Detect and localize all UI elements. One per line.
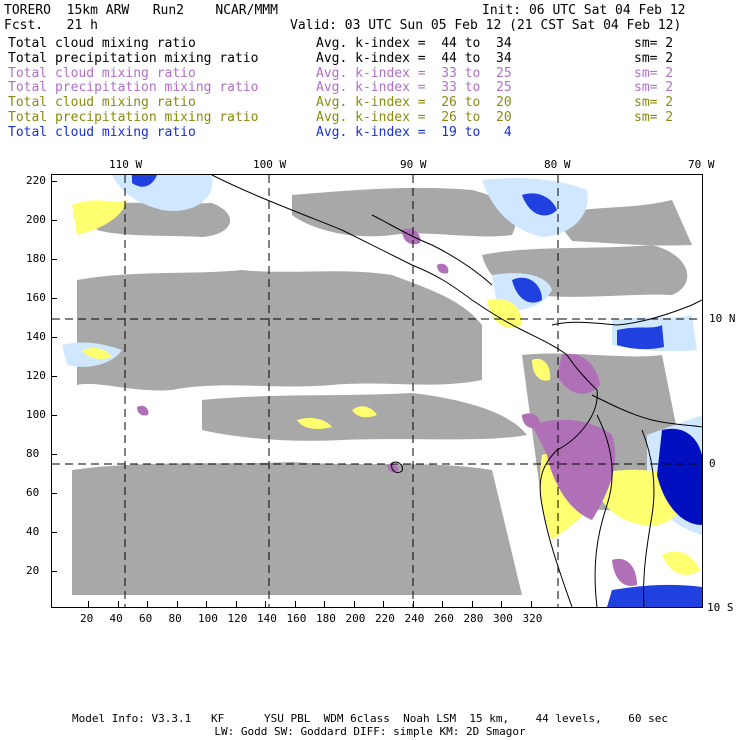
purple-precip (137, 228, 637, 586)
legend-smooth-5: sm= 2 (634, 110, 674, 125)
y-tick-label: 100 (26, 408, 46, 421)
legend-range-6: Avg. k-index = 19 to 4 (316, 124, 512, 140)
map-panel (51, 174, 703, 608)
legend-range-4: Avg. k-index = 26 to 20 (316, 95, 512, 111)
x-tick-mark (471, 601, 473, 607)
y-tick-label: 40 (26, 525, 40, 538)
x-tick-label: 160 (286, 612, 307, 625)
x-tick-label: 220 (375, 612, 395, 625)
x-tick-mark (176, 601, 178, 607)
legend-field-2: Total cloud mixing ratio (8, 65, 196, 81)
legend-range-2: Avg. k-index = 33 to 25 (316, 65, 512, 81)
x-tick-mark (530, 601, 532, 607)
legend-range-5: Avg. k-index = 26 to 20 (316, 110, 512, 125)
x-tick-label: 60 (139, 612, 153, 625)
x-tick-label: 100 (198, 612, 218, 625)
lon-label-70w: 70 W (688, 158, 715, 171)
lon-label-90w: 90 W (400, 158, 427, 171)
x-tick-mark (117, 601, 119, 607)
x-tick-mark (412, 601, 414, 607)
header-title: TORERO 15km ARW Run2 NCAR/MMM (4, 3, 278, 18)
legend-smooth-2: sm= 2 (634, 65, 674, 81)
x-tick-label: 120 (227, 612, 248, 625)
x-tick-label: 180 (316, 612, 336, 625)
x-tick-mark (324, 601, 325, 607)
x-tick-label: 200 (345, 612, 366, 625)
graticule (52, 175, 702, 607)
x-tick-label: 140 (257, 612, 277, 625)
legend-range-0: Avg. k-index = 44 to 34 (316, 36, 512, 51)
y-tick-label: 220 (26, 174, 46, 187)
lat-label-0: 0 (709, 457, 716, 470)
coastlines (211, 175, 702, 607)
legend-smooth-1: sm= 2 (634, 50, 674, 66)
y-tick-label: 120 (26, 369, 46, 382)
y-tick-mark (51, 376, 57, 377)
y-tick-mark (51, 415, 57, 416)
x-tick-mark (235, 601, 237, 607)
physics-info: LW: Godd SW: Goddard DIFF: simple KM: 2D… (214, 725, 526, 738)
x-tick-label: 300 (493, 612, 513, 625)
x-tick-mark (88, 601, 89, 607)
legend-field-0: Total cloud mixing ratio (8, 36, 196, 51)
x-tick-label: 20 (80, 612, 94, 625)
x-tick-mark (501, 601, 502, 607)
model-info: Model Info: V3.3.1 KF YSU PBL WDM 6class… (71, 712, 669, 725)
y-tick-label: 60 (26, 486, 40, 499)
y-tick-label: 200 (26, 213, 46, 226)
legend-range-1: Avg. k-index = 44 to 34 (316, 50, 512, 66)
y-tick-mark (51, 181, 57, 182)
x-tick-mark (147, 601, 148, 607)
valid-time: Valid: 03 UTC Sun 05 Feb 12 (21 CST Sat … (290, 18, 682, 33)
legend-smooth-0: sm= 2 (634, 36, 674, 51)
x-tick-label: 240 (404, 612, 425, 625)
legend-smooth-4: sm= 2 (634, 95, 674, 111)
x-tick-label: 320 (522, 612, 543, 625)
x-tick-label: 280 (463, 612, 484, 625)
legend-field-4: Total cloud mixing ratio (8, 95, 196, 111)
forecast-hour: Fcst. 21 h (4, 18, 98, 33)
lon-label-80w: 80 W (544, 158, 571, 171)
legend-field-1: Total precipitation mixing ratio (8, 50, 259, 66)
y-tick-mark (51, 493, 57, 494)
legend-field-3: Total precipitation mixing ratio (8, 80, 259, 96)
y-tick-label: 180 (26, 252, 46, 265)
lon-label-110w: 110 W (109, 158, 143, 171)
x-tick-label: 80 (168, 612, 182, 625)
x-tick-mark (206, 601, 207, 607)
y-tick-mark (51, 298, 57, 299)
legend-smooth-3: sm= 2 (634, 80, 674, 96)
x-tick-mark (294, 601, 296, 607)
y-tick-mark (51, 532, 57, 533)
x-tick-label: 40 (109, 612, 123, 625)
init-time: Init: 06 UTC Sat 04 Feb 12 (482, 3, 686, 18)
lat-label-10s: 10 S (707, 601, 734, 614)
y-tick-mark (51, 220, 57, 221)
y-tick-mark (51, 259, 57, 260)
y-tick-label: 160 (26, 291, 46, 304)
x-tick-mark (265, 601, 266, 607)
legend-field-5: Total precipitation mixing ratio (8, 110, 259, 125)
lat-label-10n: 10 N (709, 312, 736, 325)
lon-label-100w: 100 W (253, 158, 287, 171)
x-tick-mark (442, 601, 443, 607)
legend-field-6: Total cloud mixing ratio (8, 124, 196, 140)
map-svg (52, 175, 702, 607)
y-tick-label: 80 (26, 447, 40, 460)
x-tick-label: 260 (434, 612, 454, 625)
y-tick-mark (51, 571, 57, 572)
y-tick-label: 140 (26, 330, 46, 343)
x-tick-mark (383, 601, 384, 607)
y-tick-mark (51, 337, 57, 338)
x-tick-mark (353, 601, 355, 607)
y-tick-label: 20 (26, 564, 40, 577)
blue-cloud (132, 175, 702, 607)
y-tick-mark (51, 454, 57, 455)
legend-range-3: Avg. k-index = 33 to 25 (316, 80, 512, 96)
